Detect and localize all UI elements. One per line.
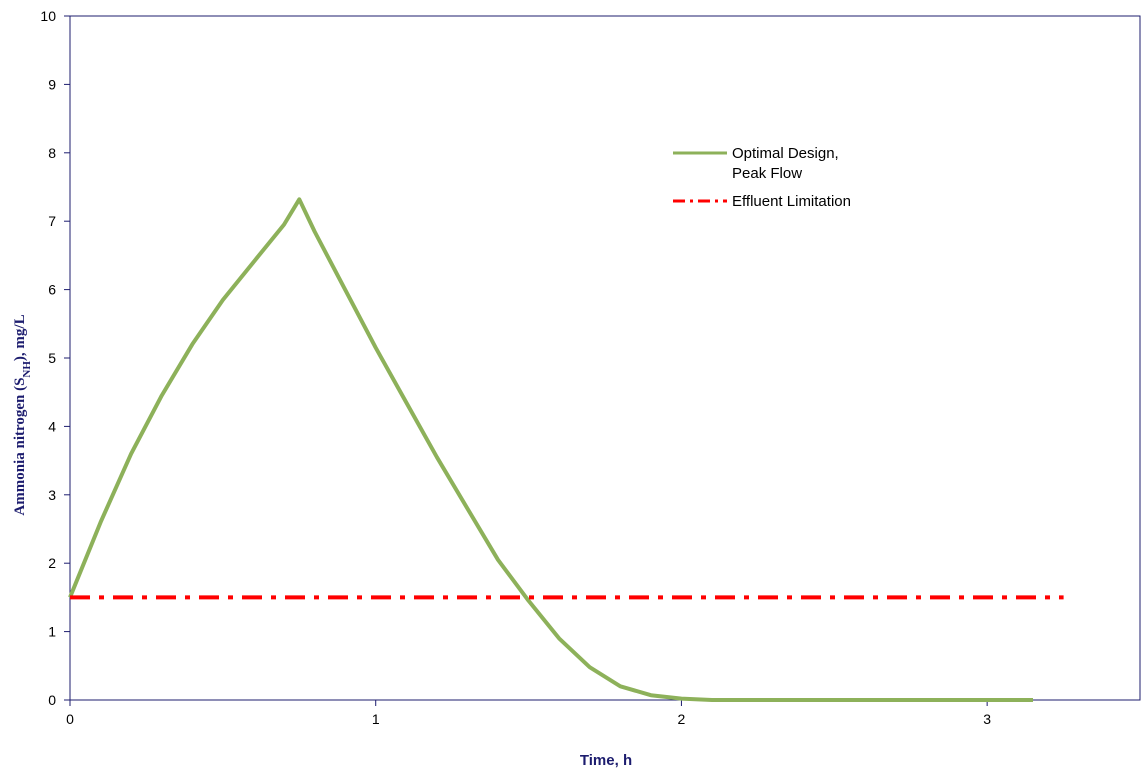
x-axis-label: Time, h [580, 752, 632, 769]
y-tick-label: 1 [48, 624, 56, 640]
y-tick-label: 3 [48, 487, 56, 503]
y-tick-label: 0 [48, 692, 56, 708]
plot-frame [69, 15, 1141, 701]
y-tick-label: 2 [48, 555, 56, 571]
y-tick-label: 8 [48, 145, 56, 161]
axes: 0 1 2 3 4 5 6 7 8 9 10 0 1 2 3 [40, 8, 991, 727]
y-tick-label: 5 [48, 350, 56, 366]
y-tick-label: 6 [48, 282, 56, 298]
x-tick-label: 0 [66, 711, 74, 727]
x-tick-label: 3 [983, 711, 991, 727]
series-line-1 [68, 197, 1033, 702]
legend: Optimal Design, Peak Flow Effluent Limitat… [673, 145, 851, 210]
series-layer [68, 197, 1064, 702]
y-tick-label: 9 [48, 76, 56, 92]
legend-label-1: Peak Flow [732, 165, 802, 182]
y-tick-label: 7 [48, 213, 56, 229]
y-axis-label-subscript: NH [21, 361, 33, 378]
plot-area [69, 15, 1141, 701]
legend-label-1: Optimal Design, [732, 145, 839, 162]
y-tick-label: 10 [40, 8, 56, 24]
y-axis-label: Ammonia nitrogen (SNH), mg/L [12, 314, 33, 515]
x-tick-label: 2 [678, 711, 686, 727]
x-tick-label: 1 [372, 711, 380, 727]
legend-label-2: Effluent Limitation [732, 193, 851, 210]
y-axis-label-suffix: ), mg/L [12, 314, 28, 361]
y-axis-label-prefix: Ammonia nitrogen (S [12, 378, 28, 516]
y-tick-label: 4 [48, 418, 56, 434]
